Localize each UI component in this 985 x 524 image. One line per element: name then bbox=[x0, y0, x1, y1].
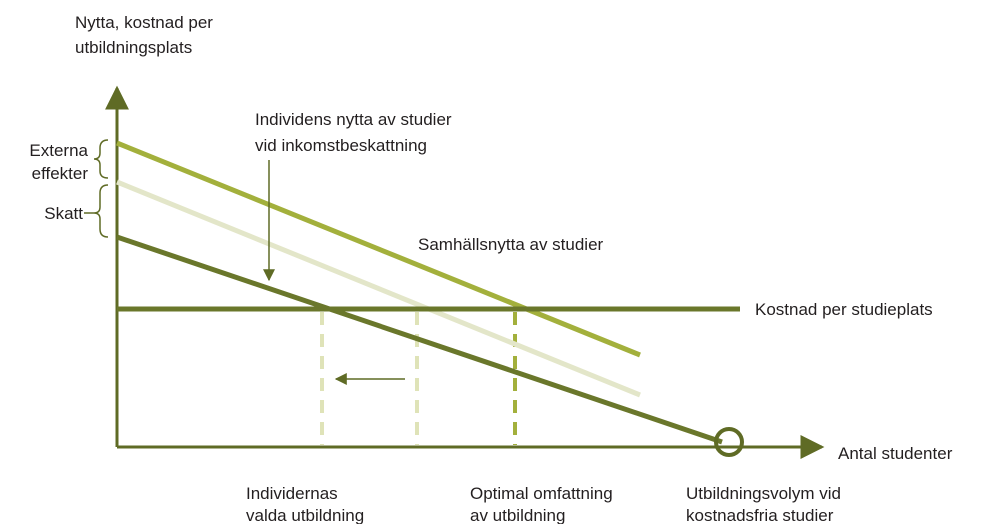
taxed-benefit-line bbox=[116, 234, 723, 445]
x-axis-label: Antal studenter bbox=[838, 444, 953, 463]
y-axis-label: utbildningsplats bbox=[75, 38, 192, 57]
y-axis-label: Nytta, kostnad per bbox=[75, 13, 213, 32]
individual-benefit-line bbox=[116, 179, 641, 398]
annotation: vid inkomstbeskattning bbox=[255, 136, 427, 155]
bottom-label: Utbildningsvolym vid bbox=[686, 484, 841, 503]
annotation: Kostnad per studieplats bbox=[755, 300, 933, 319]
annotation: Samhällsnytta av studier bbox=[418, 235, 604, 254]
free-study-marker bbox=[714, 427, 744, 457]
bracket-label: Skatt bbox=[44, 204, 83, 223]
social-benefit-line bbox=[116, 140, 641, 358]
annotation: Individens nytta av studier bbox=[255, 110, 452, 129]
bottom-label: valda utbildning bbox=[246, 506, 364, 524]
bottom-label: Optimal omfattning bbox=[470, 484, 613, 503]
bottom-label: Individernas bbox=[246, 484, 338, 503]
bracket bbox=[93, 139, 109, 179]
bracket-label: Externa bbox=[29, 141, 88, 160]
bottom-label: kostnadsfria studier bbox=[686, 506, 834, 524]
bracket-label: effekter bbox=[32, 164, 89, 183]
bracket bbox=[93, 184, 109, 238]
bottom-label: av utbildning bbox=[470, 506, 565, 524]
